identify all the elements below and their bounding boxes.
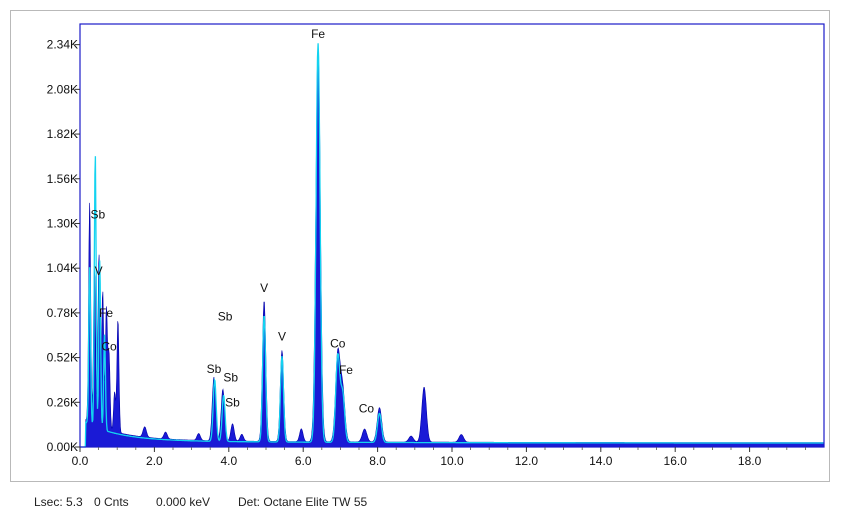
peak-label: Sb xyxy=(225,396,240,410)
spectrum-area xyxy=(80,46,825,448)
peak-label: Fe xyxy=(339,363,353,377)
status-bar: Lsec: 5.3 0 Cnts 0.000 keV Det: Octane E… xyxy=(34,492,367,512)
y-tick-label: 0.00K xyxy=(47,440,78,454)
peak-label: Sb xyxy=(207,362,222,376)
peak-label: Sb xyxy=(223,371,238,385)
peak-label: Co xyxy=(101,340,117,354)
peak-label: V xyxy=(95,264,103,278)
cursor-energy-readout: 0.000 keV xyxy=(156,495,211,509)
x-tick-label: 16.0 xyxy=(664,454,688,468)
peak-label: Fe xyxy=(311,27,325,41)
y-tick-label: 1.04K xyxy=(47,261,78,275)
y-tick-label: 2.08K xyxy=(47,82,78,96)
x-tick-label: 12.0 xyxy=(515,454,539,468)
peak-label: Co xyxy=(330,336,346,350)
x-tick-label: 2.0 xyxy=(146,454,163,468)
y-tick-label: 1.56K xyxy=(47,172,78,186)
peak-label: Sb xyxy=(218,310,233,324)
x-tick-label: 0.0 xyxy=(72,454,89,468)
x-tick-label: 6.0 xyxy=(295,454,312,468)
y-tick-label: 0.26K xyxy=(47,395,78,409)
y-tick-label: 2.34K xyxy=(47,38,78,52)
y-tick-label: 0.52K xyxy=(47,351,78,365)
y-tick-label: 0.78K xyxy=(47,306,78,320)
overlay-spectrum-line xyxy=(80,43,824,448)
x-tick-label: 4.0 xyxy=(220,454,237,468)
detector-readout: Det: Octane Elite TW 55 xyxy=(238,495,368,509)
live-seconds-readout: Lsec: 5.3 xyxy=(34,495,83,509)
peak-label: V xyxy=(278,329,286,343)
cursor-counts-readout: 0 Cnts xyxy=(94,495,129,509)
plot-border xyxy=(79,23,825,448)
eds-spectrum-chart: 0.00K 0.26K 0.52K 0.78K 1.04K 1.30K 1.56K 1.82K… xyxy=(47,23,825,468)
x-tick-label: 14.0 xyxy=(589,454,613,468)
peak-label: Sb xyxy=(91,207,106,221)
peak-label: Co xyxy=(359,402,375,416)
y-tick-label: 1.82K xyxy=(47,127,78,141)
y-tick-label: 1.30K xyxy=(47,216,78,230)
x-tick-label: 18.0 xyxy=(738,454,762,468)
spectrum-panel xyxy=(10,10,830,482)
peak-label: Fe xyxy=(99,306,113,320)
peak-label: V xyxy=(260,281,268,295)
x-tick-label: 8.0 xyxy=(369,454,386,468)
x-tick-label: 10.0 xyxy=(440,454,464,468)
